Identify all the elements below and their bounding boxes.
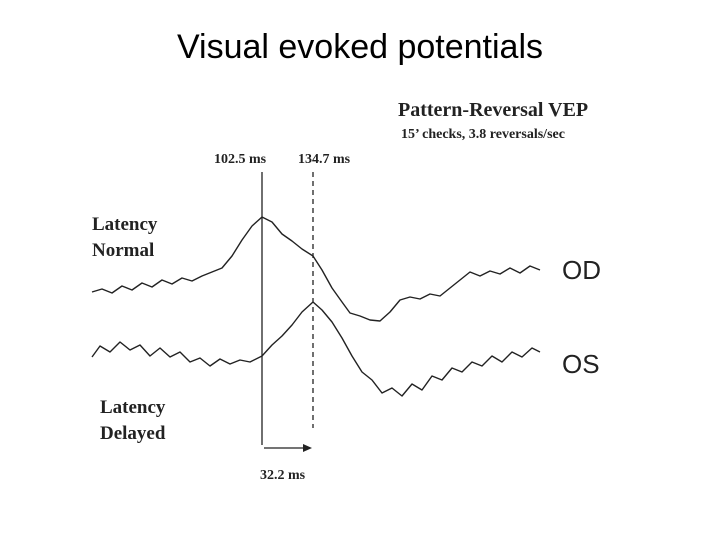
trace-label: Latency: [92, 214, 158, 235]
figure-subheading: 15’ checks, 3.8 reversals/sec: [401, 127, 565, 142]
trace-name: OS: [562, 349, 600, 379]
od-waveform: [91, 216, 541, 322]
difference-label: 32.2 ms: [260, 468, 306, 483]
trace-name: OD: [562, 255, 601, 285]
slide-title: Visual evoked potentials: [177, 28, 543, 66]
marker-label: 102.5 ms: [214, 152, 267, 167]
arrow-head: [303, 444, 312, 452]
figure-heading: Pattern-Reversal VEP: [398, 99, 588, 121]
trace-label: Normal: [92, 240, 154, 261]
trace-label: Delayed: [100, 423, 166, 444]
trace-label: Latency: [100, 397, 166, 418]
marker-label: 134.7 ms: [298, 152, 351, 167]
os-waveform: [91, 301, 541, 397]
